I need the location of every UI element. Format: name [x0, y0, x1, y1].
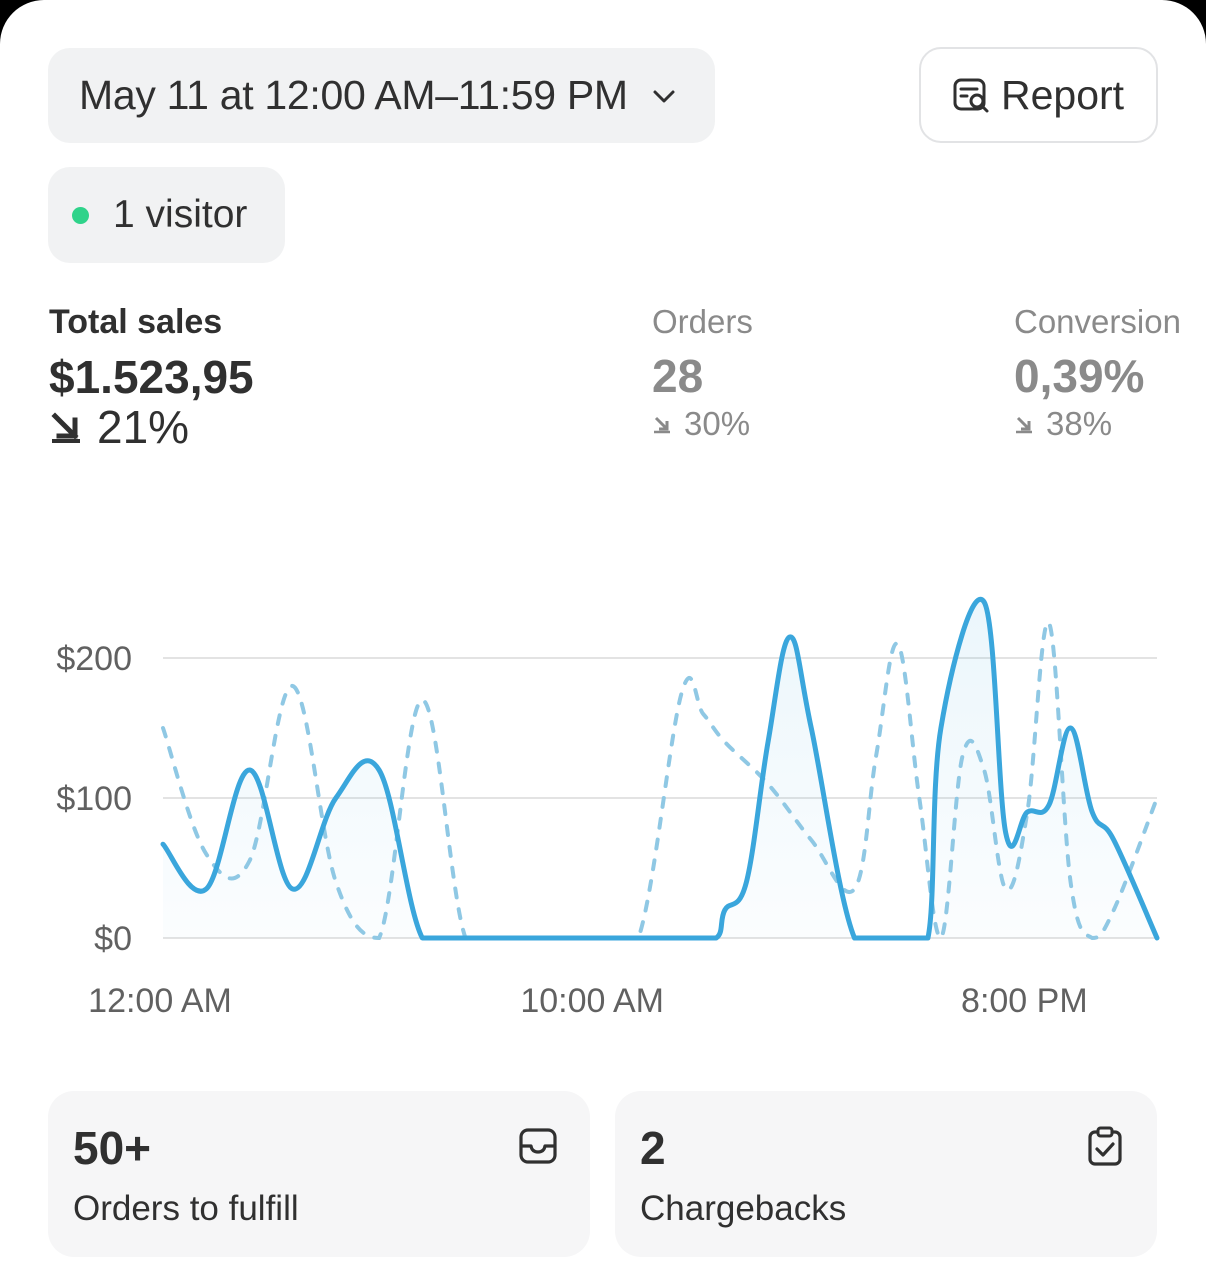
- chargebacks-tile[interactable]: 2 Chargebacks: [615, 1091, 1157, 1257]
- arrow-down-right-icon: [654, 416, 670, 434]
- total-sales-metric[interactable]: Total sales $1.523,95 21%: [49, 303, 254, 454]
- clipboard-check-icon: [1088, 1126, 1122, 1166]
- report-icon: [951, 75, 991, 115]
- total-sales-delta-value: 21%: [97, 401, 190, 453]
- inbox-icon: [519, 1128, 557, 1164]
- y-tick-label: $0: [94, 920, 132, 958]
- chargebacks-count: 2: [640, 1122, 666, 1174]
- orders-value: 28: [652, 350, 704, 402]
- y-tick-label: $100: [56, 780, 132, 818]
- x-tick-label: 8:00 PM: [961, 982, 1088, 1020]
- report-label: Report: [1001, 71, 1125, 118]
- total-sales-delta: 21%: [49, 400, 254, 454]
- live-visitors-badge[interactable]: 1 visitor: [48, 167, 285, 263]
- chevron-down-icon: [650, 82, 678, 110]
- sales-line-comparison: [161, 620, 1159, 941]
- orders-to-fulfill-label: Orders to fulfill: [73, 1189, 299, 1228]
- orders-delta-value: 30%: [684, 405, 751, 442]
- orders-to-fulfill-tile[interactable]: 50+ Orders to fulfill: [48, 1091, 590, 1257]
- conversion-delta-value: 38%: [1046, 405, 1113, 442]
- live-status-dot: [72, 206, 89, 224]
- date-range-label: May 11 at 12:00 AM–11:59 PM: [79, 72, 628, 118]
- total-sales-title: Total sales: [49, 303, 223, 341]
- conversion-delta: 38%: [1014, 405, 1181, 443]
- y-tick-label: $200: [56, 640, 132, 678]
- sales-chart: $200 $100 $0 12:00 AM 10:00 AM 8:00 PM: [56, 596, 1160, 1020]
- orders-title: Orders: [652, 303, 753, 340]
- orders-to-fulfill-count: 50+: [73, 1122, 152, 1174]
- conversion-title: Conversion: [1014, 303, 1181, 340]
- orders-metric[interactable]: Orders 28 30%: [652, 303, 753, 443]
- chargebacks-label: Chargebacks: [640, 1189, 847, 1228]
- visitors-label: 1 visitor: [113, 193, 248, 236]
- arrow-down-right-icon: [51, 412, 80, 443]
- x-tick-label: 12:00 AM: [88, 982, 232, 1020]
- sales-line-current: [160, 596, 1160, 941]
- total-sales-value: $1.523,95: [49, 351, 254, 403]
- arrow-down-right-icon: [1016, 416, 1032, 434]
- conversion-metric[interactable]: Conversion 0,39% 38%: [1014, 303, 1181, 443]
- sales-area-fill: [163, 599, 1157, 938]
- x-tick-label: 10:00 AM: [520, 982, 664, 1020]
- date-range-selector[interactable]: May 11 at 12:00 AM–11:59 PM: [48, 48, 715, 143]
- orders-delta: 30%: [652, 405, 753, 443]
- report-button[interactable]: Report: [919, 47, 1158, 143]
- conversion-value: 0,39%: [1014, 350, 1145, 402]
